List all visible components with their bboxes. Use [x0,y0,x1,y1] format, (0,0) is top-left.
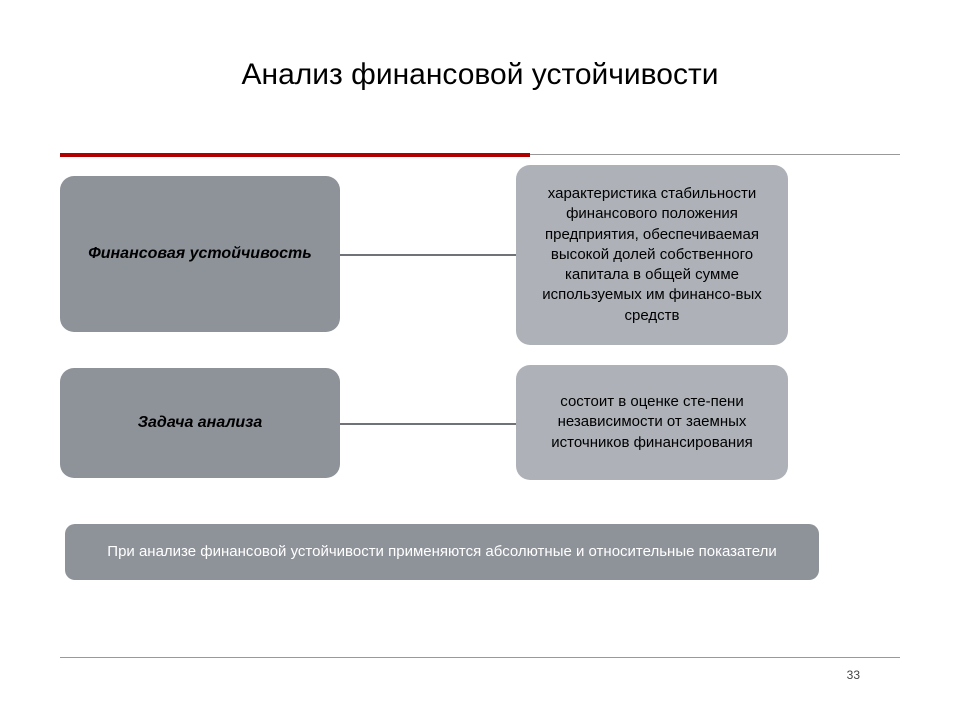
concept-label: Финансовая устойчивость [88,243,312,265]
title-divider [60,153,900,157]
definition-box-2: состоит в оценке сте-пени независимости … [516,365,788,480]
bottom-divider [60,657,900,658]
page-number: 33 [847,668,860,682]
connector-2 [340,423,516,425]
slide-title: Анализ финансовой устойчивости [0,58,960,92]
summary-box: При анализе финансовой устойчивости прим… [65,524,819,580]
concept-label: Задача анализа [138,412,262,434]
definition-box-1: характеристика стабильности финансового … [516,165,788,345]
divider-red-segment [60,153,530,157]
connector-1 [340,254,516,256]
divider-grey-segment [530,154,900,155]
definition-text: характеристика стабильности финансового … [530,184,774,326]
definition-text: состоит в оценке сте-пени независимости … [530,392,774,453]
concept-box-2: Задача анализа [60,368,340,478]
concept-box-1: Финансовая устойчивость [60,176,340,332]
summary-text: При анализе финансовой устойчивости прим… [107,542,776,562]
